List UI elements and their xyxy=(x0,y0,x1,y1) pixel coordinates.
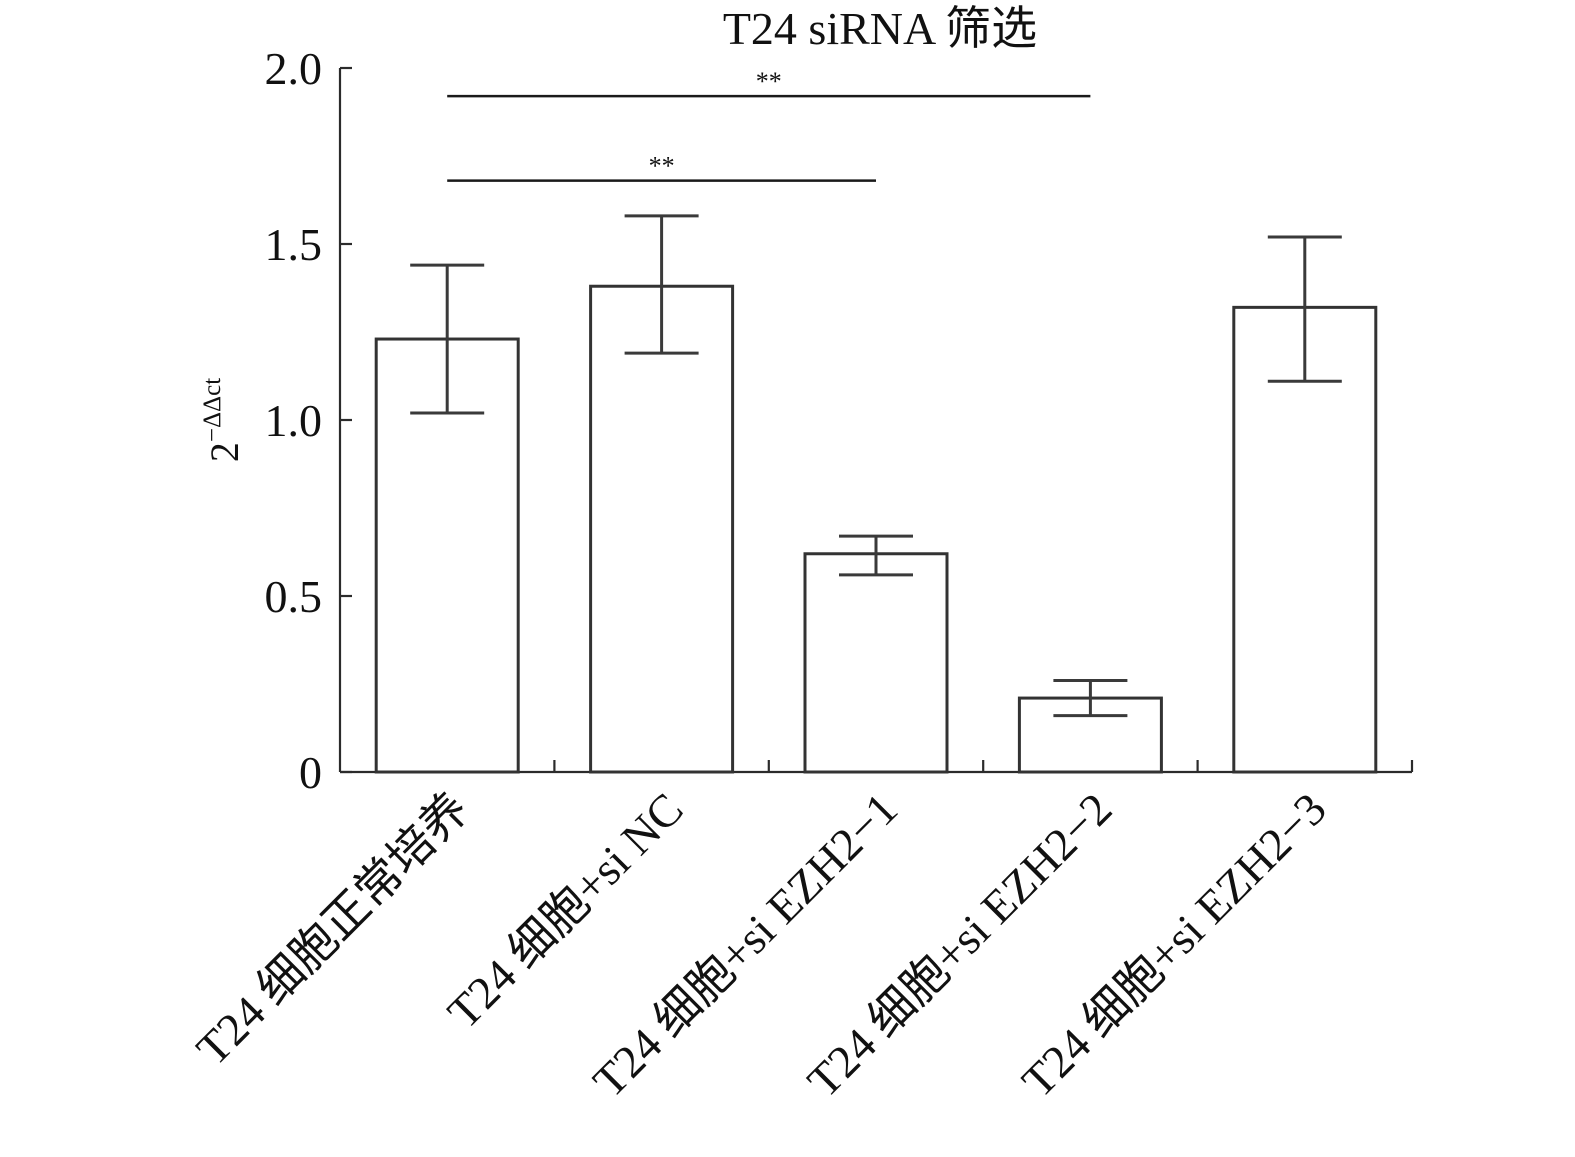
bar xyxy=(803,552,949,774)
y-tick-label: 1.0 xyxy=(265,395,323,446)
bar xyxy=(1232,305,1378,774)
x-category-label: T24 细胞正常培养 xyxy=(187,783,479,1075)
y-axis-label: 2−ΔΔct xyxy=(199,378,247,462)
y-tick-label: 2.0 xyxy=(265,43,323,94)
y-tick-label: 1.5 xyxy=(265,219,323,270)
chart-title: T24 siRNA 筛选 xyxy=(723,3,1037,54)
error-bars xyxy=(410,214,1342,718)
y-axis-label-exponent: −ΔΔct xyxy=(199,378,226,442)
y-tick-label: 0.5 xyxy=(265,571,323,622)
svg-text:2−ΔΔct: 2−ΔΔct xyxy=(199,378,247,462)
y-axis-label-base: 2 xyxy=(202,442,247,462)
y-tick-label: 0 xyxy=(299,747,322,798)
bars xyxy=(374,284,1378,774)
significance-brackets: ** ** xyxy=(447,67,1091,182)
bar xyxy=(589,284,735,774)
significance-label: ** xyxy=(649,152,675,181)
significance-label: ** xyxy=(756,67,782,96)
